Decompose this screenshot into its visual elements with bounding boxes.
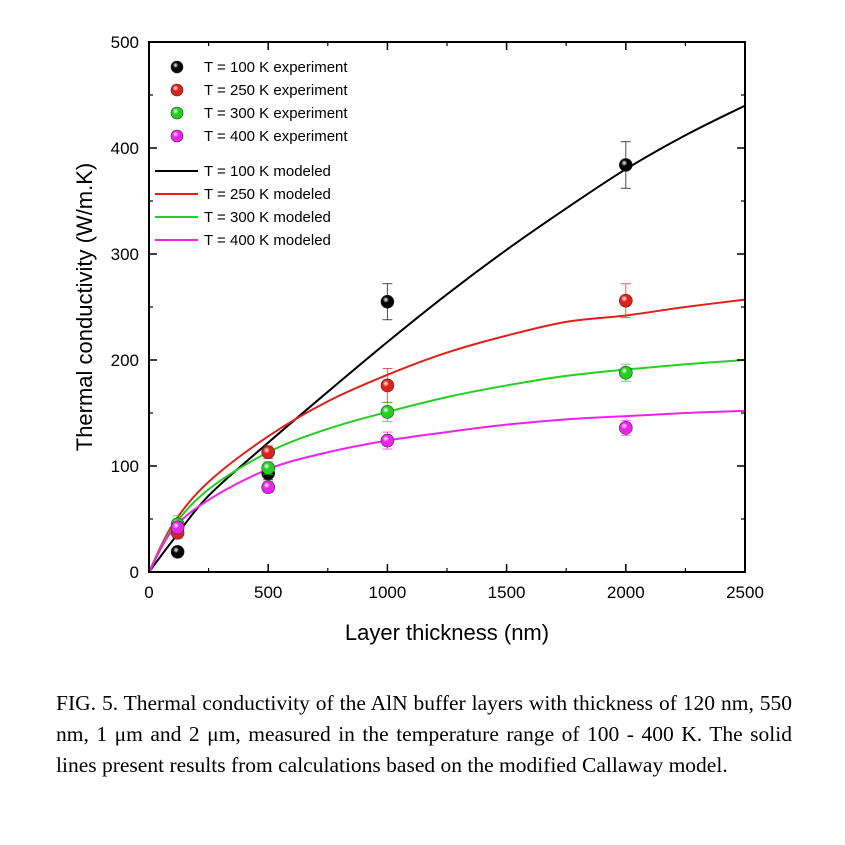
thermal-conductivity-chart: 0 500 1000 1500 2000 2500 0 100 200 300 400 500 T =…: [72, 33, 764, 645]
legend-label: T = 100 K modeled: [204, 163, 331, 180]
point-t-100-k-experiment: [380, 294, 395, 309]
point-t-250-k-experiment: [261, 445, 276, 460]
point-t-100-k-experiment: [170, 545, 185, 559]
point-t-300-k-experiment: [380, 405, 395, 419]
legend-label: T = 100 K experiment: [204, 59, 348, 76]
y-tick-label: 400: [111, 139, 139, 158]
y-tick-label: 100: [111, 457, 139, 476]
experiment-points: [170, 141, 633, 559]
line-t-100-k-modeled: [149, 104, 745, 572]
figure-caption: FIG. 5. Thermal conductivity of the AlN …: [56, 691, 792, 777]
y-tick-label: 500: [111, 33, 139, 52]
legend-label: T = 250 K modeled: [204, 186, 331, 203]
point-t-300-k-experiment: [618, 365, 633, 380]
point-t-400-k-experiment: [170, 520, 185, 535]
x-tick-label: 0: [144, 583, 153, 602]
point-t-250-k-experiment: [618, 293, 633, 308]
y-tick-label: 200: [111, 351, 139, 370]
x-axis-title: Layer thickness (nm): [345, 620, 549, 645]
modeled-curves: [149, 104, 745, 572]
point-t-400-k-experiment: [380, 433, 395, 448]
point-t-300-k-experiment: [261, 461, 276, 475]
legend-marker-t-100-k-experiment: [170, 60, 184, 74]
x-tick-label: 500: [254, 583, 282, 602]
point-t-250-k-experiment: [380, 378, 395, 393]
x-tick-label: 1000: [368, 583, 406, 602]
axes: 0 500 1000 1500 2000 2500 0 100 200 300 400 500: [111, 33, 764, 602]
legend-marker-t-400-k-experiment: [170, 129, 184, 143]
point-t-400-k-experiment: [618, 421, 633, 435]
x-tick-label: 2000: [607, 583, 645, 602]
line-t-300-k-modeled: [149, 359, 745, 572]
point-t-100-k-experiment: [618, 158, 633, 172]
y-tick-label: 300: [111, 245, 139, 264]
line-t-400-k-modeled: [149, 409, 745, 572]
point-t-400-k-experiment: [261, 480, 276, 495]
legend-label: T = 400 K experiment: [204, 128, 348, 145]
line-t-250-k-modeled: [149, 298, 745, 572]
x-tick-label: 1500: [488, 583, 526, 602]
legend-marker-t-300-k-experiment: [170, 106, 184, 120]
y-tick-label: 0: [130, 563, 139, 582]
legend-label: T = 300 K experiment: [204, 105, 348, 122]
legend-label: T = 400 K modeled: [204, 232, 331, 249]
legend-marker-t-250-k-experiment: [170, 83, 184, 97]
x-tick-label: 2500: [726, 583, 764, 602]
y-axis-title: Thermal conductivity (W/m.K): [72, 163, 97, 452]
legend: T = 100 K experiment T = 250 K experiment…: [155, 59, 348, 249]
legend-label: T = 300 K modeled: [204, 209, 331, 226]
legend-label: T = 250 K experiment: [204, 82, 348, 99]
